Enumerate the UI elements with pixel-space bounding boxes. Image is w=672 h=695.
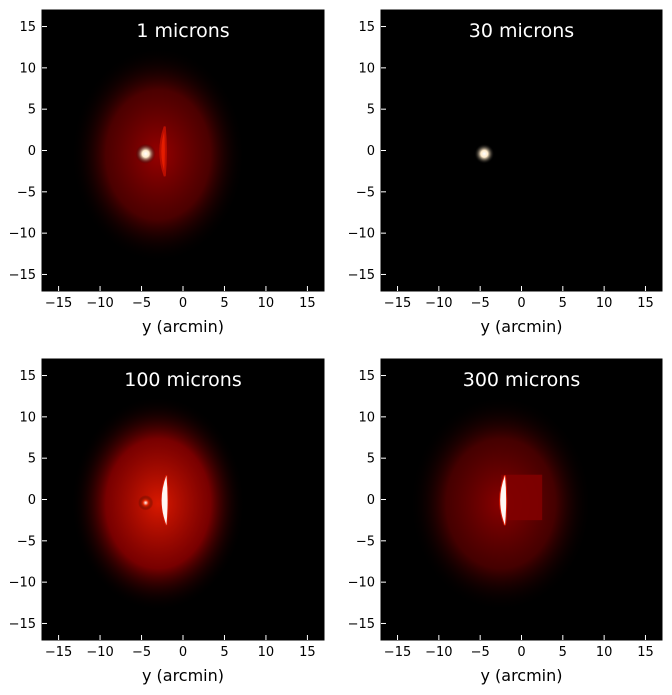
y-tick-label: 10	[19, 61, 36, 76]
y-tick-label: −10	[348, 227, 375, 242]
glow-region	[500, 474, 543, 521]
x-tick-label: 15	[299, 645, 316, 660]
x-tick-label: 0	[179, 296, 187, 311]
y-tick-label: −10	[9, 227, 36, 242]
point-source	[474, 143, 495, 164]
x-axis-label: y (arcmin)	[142, 317, 224, 336]
y-tick-label: −15	[9, 617, 36, 632]
diffuse-emission	[71, 46, 246, 263]
y-tick-label: 10	[358, 61, 375, 76]
y-tick-label: −15	[348, 268, 375, 283]
y-tick-label: −15	[9, 268, 36, 283]
x-tick-label: −15	[45, 645, 72, 660]
y-tick-label: 0	[367, 493, 375, 508]
x-tick-label: 15	[299, 296, 316, 311]
x-tick-label: −15	[384, 645, 411, 660]
y-tick-label: 15	[19, 20, 36, 35]
panel-3: −15 −10 −5 0 5 10 15 15 10 5 0 −5 −10 −15 y (arcmin) 10…	[9, 358, 325, 685]
x-tick-label: −5	[132, 296, 151, 311]
x-tick-label: 0	[179, 645, 187, 660]
x-tick-label: 0	[517, 645, 525, 660]
bright-arc-core	[161, 475, 168, 526]
y-tick-label: 5	[367, 452, 375, 467]
y-tick-label: 15	[19, 369, 36, 384]
panel-4: −15 −10 −5 0 5 10 15 15 10 5 0 −5 −10 −15 y (arcmin) 30…	[348, 358, 663, 685]
y-tick-label: −5	[356, 534, 375, 549]
panel-2: −15 −10 −5 0 5 10 15 15 10 5 0 −5 −10 −15 y (arcmin) 30…	[348, 9, 663, 336]
panel-1: −15 −10 −5 0 5 10 15 15 10 5 0 −5 −10 −15 y (arcmin) 1 …	[9, 9, 325, 336]
y-tick-label: 5	[367, 103, 375, 118]
y-tick-label: −15	[348, 617, 375, 632]
y-tick-label: −5	[356, 185, 375, 200]
panel-title: 1 microns	[136, 20, 229, 42]
x-tick-label: 15	[637, 645, 654, 660]
x-tick-label: −10	[86, 645, 113, 660]
x-tick-label: −5	[471, 296, 490, 311]
bright-arc-core	[500, 475, 507, 526]
diffuse-emission	[71, 395, 246, 612]
x-tick-label: 5	[220, 645, 228, 660]
x-tick-label: 0	[517, 296, 525, 311]
x-tick-label: 10	[596, 645, 613, 660]
panel-title: 100 microns	[124, 369, 242, 391]
x-tick-label: −10	[86, 296, 113, 311]
point-source	[135, 143, 156, 164]
x-axis-label: y (arcmin)	[480, 666, 562, 685]
y-tick-label: −10	[9, 576, 36, 591]
x-tick-label: −15	[45, 296, 72, 311]
y-tick-label: 5	[28, 452, 36, 467]
x-axis-label: y (arcmin)	[480, 317, 562, 336]
y-tick-label: 10	[19, 410, 36, 425]
x-tick-label: 15	[637, 296, 654, 311]
y-tick-label: 0	[28, 493, 36, 508]
y-tick-label: −10	[348, 576, 375, 591]
x-tick-label: −5	[471, 645, 490, 660]
y-tick-label: 10	[358, 410, 375, 425]
x-axis-label: y (arcmin)	[142, 666, 224, 685]
heatmap-background	[381, 10, 662, 291]
x-tick-label: 5	[220, 296, 228, 311]
y-tick-label: 5	[28, 103, 36, 118]
y-tick-label: 15	[358, 369, 375, 384]
x-tick-label: 10	[258, 645, 275, 660]
y-tick-label: 0	[28, 144, 36, 159]
panel-title: 30 microns	[469, 20, 574, 42]
x-tick-label: 10	[258, 296, 275, 311]
x-tick-label: −15	[384, 296, 411, 311]
y-tick-label: −5	[17, 185, 36, 200]
y-tick-label: 15	[358, 20, 375, 35]
x-tick-label: 5	[559, 296, 567, 311]
x-tick-label: −5	[132, 645, 151, 660]
x-tick-label: −10	[425, 296, 452, 311]
bright-arc	[159, 126, 167, 177]
point-source	[138, 495, 154, 511]
x-tick-label: 10	[596, 296, 613, 311]
panel-title: 300 microns	[463, 369, 581, 391]
x-tick-label: −10	[425, 645, 452, 660]
y-tick-label: 0	[367, 144, 375, 159]
x-tick-label: 5	[559, 645, 567, 660]
y-tick-label: −5	[17, 534, 36, 549]
